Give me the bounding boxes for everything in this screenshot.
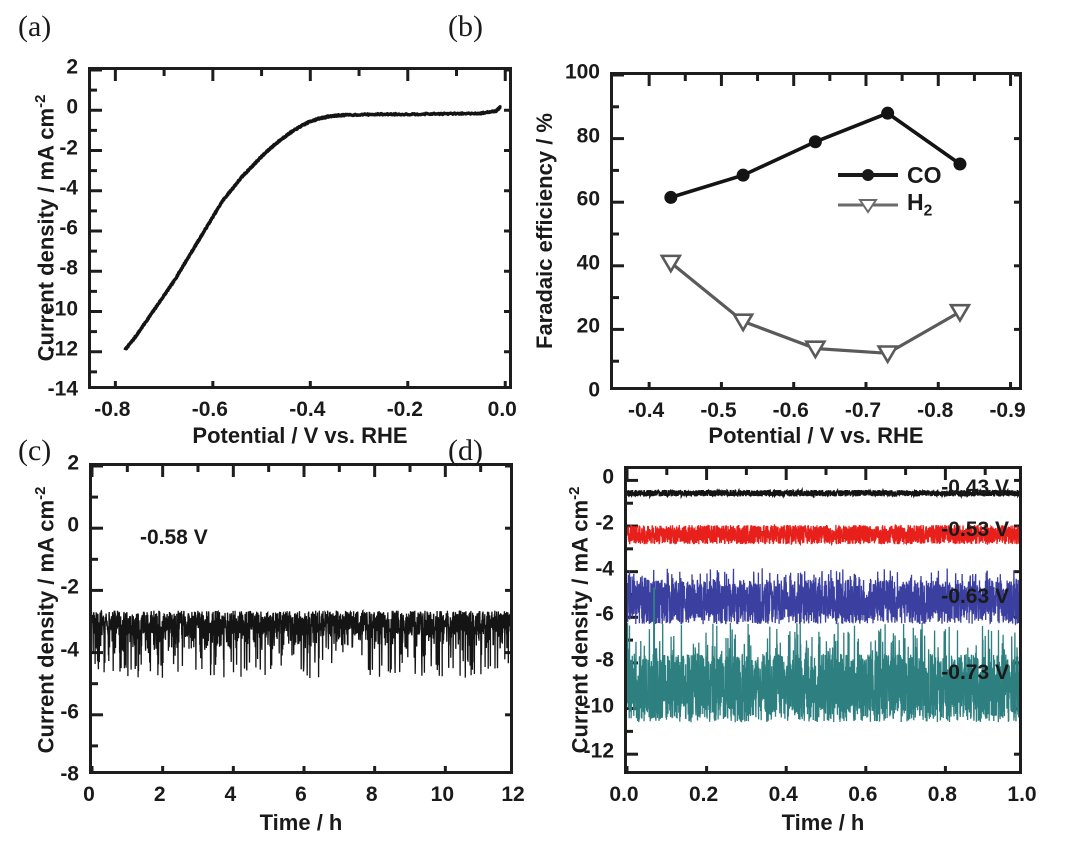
legend-label-h2: H2 (907, 188, 933, 220)
c-yticks-2: -2 (60, 575, 79, 599)
legend-marker-filled-circle-icon (836, 165, 900, 185)
d-yticks-3: -6 (595, 602, 614, 626)
c-yticks-0: 2 (67, 451, 79, 475)
panel-d-label-063: -0.63 V (941, 585, 1009, 608)
c-yticks-3: -4 (60, 638, 79, 662)
c-xticks-0: 0 (83, 783, 95, 806)
b-xticks-1: -0.5 (700, 399, 737, 422)
d-xticks-4: 0.8 (927, 783, 957, 806)
a-yticks-1: 0 (66, 95, 78, 119)
panel-a-y-axis-exponent: -2 (32, 94, 49, 108)
b-yticks-3: 40 (576, 251, 600, 275)
a-xticks-1: -0.6 (191, 398, 228, 421)
a-xticks-3: -0.2 (386, 398, 423, 421)
d-yticks-2: -4 (595, 557, 614, 581)
panel-c-potential-annotation: -0.58 V (140, 526, 208, 549)
panel-d-label-073: -0.73 V (941, 661, 1009, 684)
a-yticks-7: -12 (47, 337, 78, 361)
b-yticks-1: 80 (576, 124, 600, 148)
d-xticks-3: 0.6 (848, 783, 878, 806)
panel-a-y-axis-title-text: Current density / mA cm (33, 107, 59, 362)
d-yticks-0: 0 (602, 465, 614, 489)
a-xticks-2: -0.4 (289, 398, 326, 421)
panel-d-y-axis-title: Current density / mA cm-2 (566, 486, 593, 754)
panel-d-label-053: -0.53 V (941, 518, 1009, 541)
panel-c-plot-area (89, 463, 513, 774)
d-xticks-2: 0.4 (768, 783, 798, 806)
b-yticks-4: 20 (576, 314, 600, 338)
panel-d-plot-area: -0.43 V -0.53 V -0.63 V -0.73 V (624, 466, 1022, 774)
panel-d-x-axis-title: Time / h (781, 810, 865, 835)
legend-label-co: CO (907, 161, 942, 188)
panel-a-letter: (a) (18, 10, 52, 43)
panel-c-trace (92, 466, 510, 771)
a-yticks-0: 2 (66, 55, 78, 79)
panel-b-y-axis-title: Faradaic efficiency / % (532, 113, 557, 349)
panel-d-label-043: -0.43 V (941, 476, 1009, 499)
b-xticks-5: -0.9 (989, 399, 1026, 422)
a-yticks-2: -2 (59, 136, 78, 159)
d-yticks-1: -2 (595, 511, 614, 535)
c-xticks-6: 12 (501, 783, 525, 806)
panel-d-y-axis-title-text: Current density / mA cm (567, 499, 593, 754)
b-xticks-4: -0.8 (917, 399, 954, 422)
a-yticks-8: -14 (47, 377, 78, 401)
b-xticks-2: -0.6 (772, 399, 809, 422)
a-yticks-6: -10 (47, 297, 78, 320)
a-xticks-4: 0.0 (487, 398, 517, 421)
d-xticks-5: 1.0 (1007, 783, 1037, 806)
a-yticks-4: -6 (59, 216, 78, 240)
b-yticks-2: 60 (576, 187, 600, 211)
legend-item-h2[interactable]: H2 (836, 190, 942, 220)
panel-c-x-axis-title: Time / h (259, 810, 343, 835)
panel-d-letter: (d) (448, 434, 483, 467)
panel-a-x-axis-title: Potential / V vs. RHE (192, 423, 408, 448)
legend-marker-open-triangle-icon (836, 195, 900, 215)
d-yticks-4: -8 (595, 648, 614, 672)
c-xticks-1: 2 (153, 783, 166, 806)
b-yticks-0: 100 (564, 60, 600, 84)
panel-b-series (613, 75, 1019, 387)
a-xticks-0: -0.8 (94, 398, 131, 421)
d-yticks-6: -12 (583, 739, 614, 763)
b-yticks-5: 0 (588, 378, 600, 402)
legend-item-co[interactable]: CO (836, 160, 942, 190)
panel-c-y-axis-exponent: -2 (32, 486, 49, 500)
d-yticks-5: -10 (583, 694, 614, 718)
panel-d-y-axis-exponent: -2 (566, 486, 583, 500)
panel-b-letter: (b) (448, 10, 483, 43)
panel-c-y-axis-title: Current density / mA cm-2 (32, 486, 59, 754)
panel-b-legend: CO H2 (836, 160, 942, 220)
d-xticks-1: 0.2 (688, 783, 719, 806)
c-xticks-5: 10 (430, 783, 455, 806)
d-xticks-0: 0.0 (609, 783, 639, 806)
b-xticks-0: -0.4 (628, 399, 665, 422)
panel-a-y-axis-title: Current density / mA cm-2 (32, 94, 59, 362)
panel-b-x-axis-title: Potential / V vs. RHE (708, 423, 924, 448)
b-xticks-3: -0.7 (844, 399, 882, 422)
a-yticks-5: -8 (59, 256, 78, 280)
c-yticks-1: 0 (67, 513, 79, 537)
panel-a-plot-area (88, 67, 512, 389)
panel-d-traces (627, 469, 1019, 771)
c-xticks-4: 8 (365, 783, 378, 806)
legend-label-h2-sub: 2 (923, 202, 933, 220)
a-yticks-3: -4 (59, 176, 78, 200)
c-yticks-4: -6 (60, 700, 79, 724)
c-xticks-2: 4 (224, 783, 237, 806)
panel-b-plot-area (610, 72, 1022, 390)
panel-a-curve (91, 70, 509, 386)
legend-label-h2-base: H (907, 188, 924, 215)
panel-c-y-axis-title-text: Current density / mA cm (33, 499, 59, 754)
panel-c-letter: (c) (18, 434, 52, 467)
c-xticks-3: 6 (295, 783, 307, 806)
c-yticks-5: -8 (60, 762, 79, 786)
